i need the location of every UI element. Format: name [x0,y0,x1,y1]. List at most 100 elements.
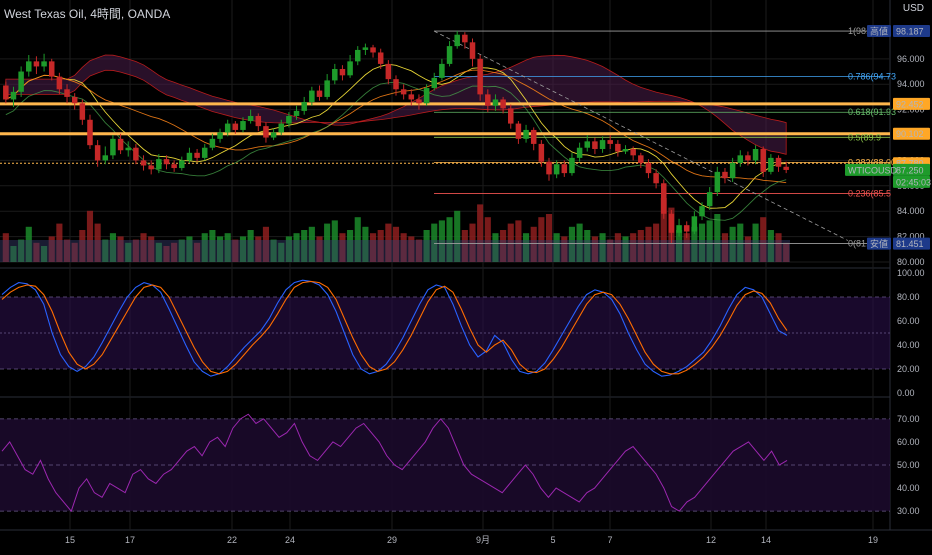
volume-bar [33,242,40,262]
stoch-axis-label: 0.00 [897,388,915,398]
fib-level-label: 0.236(85.5 [848,188,891,198]
candle-body [584,141,591,148]
fib-trend-line [433,30,849,241]
candle-body [439,63,445,78]
candle-body [194,152,200,158]
candle-body [500,99,506,109]
volume-bar [262,226,270,262]
volume-bar [163,246,170,262]
volume-bar [216,236,224,262]
price-badge[interactable]: 90.102 [893,127,930,140]
price-badge[interactable]: 81.451 安値 [867,237,930,250]
candle-body [71,96,78,104]
candle-body [156,159,162,170]
moving-average-line [5,63,787,209]
symbol-title[interactable]: West Texas Oil, 4時間, OANDA [4,7,171,21]
price-tick-label: 96.000 [897,54,925,64]
stochastic-panel[interactable]: 100.00 80.00 60.00 40.00 20.00 0.00 [0,268,925,398]
price-badge-value: 02:45:03 [896,177,931,187]
price-badge-label: 高値 [870,26,888,37]
price-panel[interactable]: 1(98. 0.786(94.73 0.618(91.93 0.5(89.9 0.382… [0,26,896,262]
stoch-d-line [1,280,788,375]
time-tick-label: 14 [761,535,771,545]
candle-body [599,140,606,149]
stoch-k-line [1,279,788,377]
candle-body [576,147,583,158]
candle-body [622,148,629,152]
candle-body [683,225,690,232]
candle-body [26,61,32,72]
candle-body [377,52,384,64]
volume-bar [178,239,185,262]
time-tick-label: 29 [387,535,397,545]
candle-body [140,160,147,166]
candle-body [293,110,300,116]
rsi-axis-label: 70.00 [897,414,920,424]
time-tick-label: 9月 [476,535,490,545]
candle-body [653,173,659,184]
volume-bar [94,223,101,262]
rsi-panel[interactable]: 70.00 60.00 50.00 40.00 30.00 [0,413,920,516]
candle-body [745,155,751,161]
time-axis[interactable]: 15 17 22 24 29 9月 5 7 12 14 19 [65,535,878,545]
candle-body [668,213,675,233]
time-tick-label: 12 [706,535,716,545]
volume-bar [354,217,361,262]
volume-bar [132,239,139,262]
volume-bar [239,236,247,262]
candle-body [431,77,438,89]
volume-bar [492,233,499,262]
candle-body [309,90,315,102]
volume-bar [783,242,790,262]
volume-bar [308,226,315,262]
fib-level-label: 0.618(91.93 [848,107,896,117]
price-badge-value: 87.780 [896,159,924,169]
time-tick-label: 22 [227,535,237,545]
candle-body [400,89,407,95]
price-badge[interactable]: 92.452 [893,97,930,110]
candle-body [270,132,277,138]
price-axis[interactable]: 96.00094.00092.00090.00088.00086.00084.0… [845,25,931,267]
candle-body [209,138,216,148]
volume-bar [614,233,621,262]
candle-body [179,160,185,169]
fib-level-label: 0.5(89.9 [848,132,881,142]
candle-body [783,166,789,170]
candle-body [592,141,598,149]
volume-bar [584,230,591,262]
volume-bar [117,236,124,262]
price-badge-value: 98.187 [896,27,924,37]
volume-bar [431,223,438,262]
price-badge-value: 92.452 [896,99,924,109]
price-tick-label: 82.000 [897,232,925,242]
candle-body [41,61,47,67]
candle-body [515,123,522,139]
volume-bar [171,242,178,262]
candle-body [661,183,667,214]
price-badge[interactable]: 98.187 高値 [867,25,930,38]
candle-body [492,99,499,106]
price-badge-label-bg [845,163,891,176]
rsi-axis-label: 30.00 [897,506,920,516]
candle-body [56,76,63,90]
volume-bar [377,230,384,262]
rsi-axis-label: 50.00 [897,460,920,470]
candle-body [760,148,766,172]
candle-body [775,157,782,167]
volume-bar [278,242,285,262]
volume-bar [209,230,216,262]
volume-bar [186,236,193,262]
candle-body [64,89,70,97]
price-badge[interactable]: 02:45:03 [893,175,931,188]
time-tick-label: 15 [65,535,75,545]
volume-bar [2,233,9,262]
volume-bar [224,233,231,262]
volume-bar [10,246,17,262]
candle-body [339,68,346,76]
candle-body [737,155,744,163]
candle-body [201,147,208,158]
volume-bar [530,226,537,262]
